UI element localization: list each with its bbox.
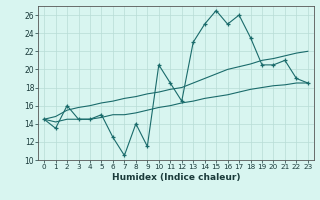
X-axis label: Humidex (Indice chaleur): Humidex (Indice chaleur) — [112, 173, 240, 182]
